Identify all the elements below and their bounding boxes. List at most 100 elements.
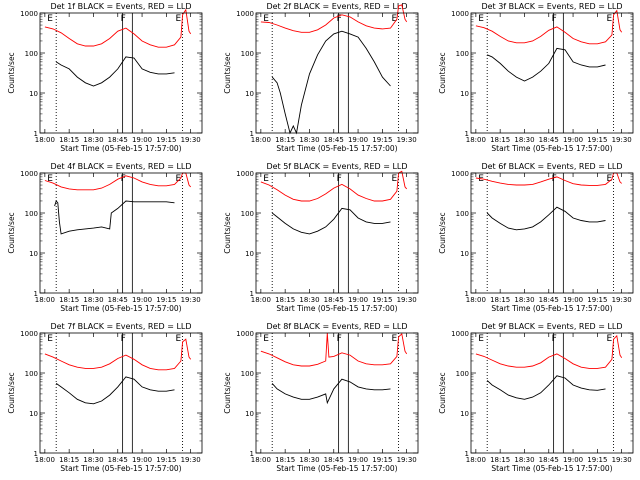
x-axis-label: Start Time (05-Feb-15 17:57:00) — [276, 464, 397, 473]
marker-label-e: E — [392, 174, 398, 184]
y-tick-label: 1000 — [20, 330, 38, 338]
events-series-line — [271, 207, 391, 235]
lld-series-line — [44, 8, 192, 48]
x-tick-label: 19:15 — [156, 296, 176, 304]
x-tick-label: 18:30 — [299, 136, 319, 144]
x-tick-label: 18:30 — [299, 456, 319, 464]
events-series-line — [487, 47, 606, 82]
x-tick-label: 19:00 — [348, 136, 368, 144]
marker-label-f: F — [121, 334, 126, 344]
plot-frame — [255, 12, 419, 134]
y-axis-label: Counts/sec — [7, 52, 16, 93]
panel-det-7: Det 7f BLACK = Events, RED = LLD E F E 1 10 10… — [7, 322, 203, 473]
y-axis-label: Counts/sec — [7, 212, 16, 253]
panel-title: Det 3f BLACK = Events, RED = LLD — [481, 2, 622, 11]
lld-series-line — [44, 338, 192, 371]
plot-frame — [39, 12, 203, 134]
lld-series-line — [475, 172, 622, 186]
x-tick-label: 18:15 — [59, 296, 79, 304]
panels-grid: Det 1f BLACK = Events, RED = LLD E F E 1 10 10… — [7, 2, 634, 473]
lld-series-line — [260, 170, 408, 202]
marker-label-f: F — [337, 334, 342, 344]
plot-frame — [39, 332, 203, 454]
y-axis-label: Counts/sec — [223, 372, 232, 413]
x-tick-label: 18:00 — [35, 136, 55, 144]
plot-frame — [470, 12, 634, 134]
panel-det-3: Det 3f BLACK = Events, RED = LLD E F E 1 10 10… — [438, 2, 634, 153]
x-tick-label: 19:00 — [348, 296, 368, 304]
x-tick-label: 19:15 — [372, 456, 392, 464]
x-tick-label: 18:45 — [324, 296, 344, 304]
x-tick-label: 18:45 — [108, 296, 128, 304]
x-axis-label: Start Time (05-Feb-15 17:57:00) — [60, 144, 181, 153]
y-tick-label: 100 — [241, 210, 254, 218]
panel-det-1: Det 1f BLACK = Events, RED = LLD E F E 1 10 10… — [7, 2, 203, 153]
panel-det-4: Det 4f BLACK = Events, RED = LLD E F E 1 10 10… — [7, 162, 203, 313]
x-tick-label: 19:15 — [587, 136, 607, 144]
y-tick-label: 1000 — [236, 330, 254, 338]
marker-label-f: F — [552, 334, 557, 344]
marker-label-e: E — [607, 14, 613, 24]
y-tick-label: 100 — [456, 50, 469, 58]
y-tick-label: 10 — [245, 90, 254, 98]
x-tick-label: 19:15 — [587, 456, 607, 464]
x-tick-label: 18:00 — [466, 456, 486, 464]
x-tick-label: 19:00 — [348, 456, 368, 464]
x-tick-label: 18:45 — [108, 136, 128, 144]
marker-label-f: F — [121, 14, 126, 24]
y-axis-label: Counts/sec — [438, 52, 447, 93]
marker-label-e: E — [478, 334, 484, 344]
lld-series-line — [44, 172, 192, 191]
x-tick-label: 18:15 — [490, 456, 510, 464]
x-axis-label: Start Time (05-Feb-15 17:57:00) — [60, 464, 181, 473]
x-tick-label: 18:00 — [35, 296, 55, 304]
y-tick-label: 100 — [25, 50, 38, 58]
x-tick-label: 18:45 — [539, 136, 559, 144]
lld-series-line — [475, 334, 623, 369]
x-tick-label: 18:30 — [299, 296, 319, 304]
x-tick-label: 19:00 — [132, 456, 152, 464]
x-tick-label: 18:00 — [251, 456, 271, 464]
y-tick-label: 1 — [250, 290, 254, 298]
y-tick-label: 1 — [34, 130, 38, 138]
y-tick-label: 10 — [460, 410, 469, 418]
y-tick-label: 1000 — [236, 10, 254, 18]
marker-label-e: E — [263, 334, 269, 344]
marker-label-e: E — [176, 174, 182, 184]
marker-label-e: E — [478, 14, 484, 24]
y-tick-label: 1 — [250, 130, 254, 138]
y-tick-label: 10 — [29, 410, 38, 418]
x-tick-label: 18:30 — [514, 296, 534, 304]
x-tick-label: 18:15 — [275, 456, 295, 464]
events-series-line — [486, 375, 606, 400]
x-axis-label: Start Time (05-Feb-15 17:57:00) — [491, 144, 612, 153]
x-tick-label: 19:30 — [181, 136, 201, 144]
x-tick-label: 19:00 — [132, 296, 152, 304]
marker-label-e: E — [176, 14, 182, 24]
lld-series-line — [260, 332, 408, 367]
x-tick-label: 18:00 — [35, 456, 55, 464]
y-tick-label: 100 — [456, 210, 469, 218]
y-tick-label: 10 — [29, 90, 38, 98]
x-tick-label: 18:15 — [490, 136, 510, 144]
events-series-line — [486, 206, 606, 231]
x-axis-label: Start Time (05-Feb-15 17:57:00) — [60, 304, 181, 313]
x-tick-label: 18:00 — [251, 296, 271, 304]
y-tick-label: 100 — [241, 50, 254, 58]
panel-title: Det 5f BLACK = Events, RED = LLD — [266, 162, 407, 171]
panel-det-8: Det 8f BLACK = Events, RED = LLD E F E 1 10 10… — [223, 322, 419, 473]
y-tick-label: 1000 — [451, 10, 469, 18]
marker-label-e: E — [263, 14, 269, 24]
x-tick-label: 19:30 — [612, 296, 632, 304]
y-tick-label: 1000 — [451, 330, 469, 338]
y-tick-label: 100 — [456, 370, 469, 378]
marker-label-e: E — [263, 174, 269, 184]
x-tick-label: 18:15 — [59, 136, 79, 144]
x-tick-label: 18:30 — [83, 136, 103, 144]
y-axis-label: Counts/sec — [7, 372, 16, 413]
y-tick-label: 1000 — [20, 170, 38, 178]
y-tick-label: 1 — [465, 450, 469, 458]
x-tick-label: 18:30 — [83, 456, 103, 464]
x-tick-label: 18:15 — [275, 136, 295, 144]
